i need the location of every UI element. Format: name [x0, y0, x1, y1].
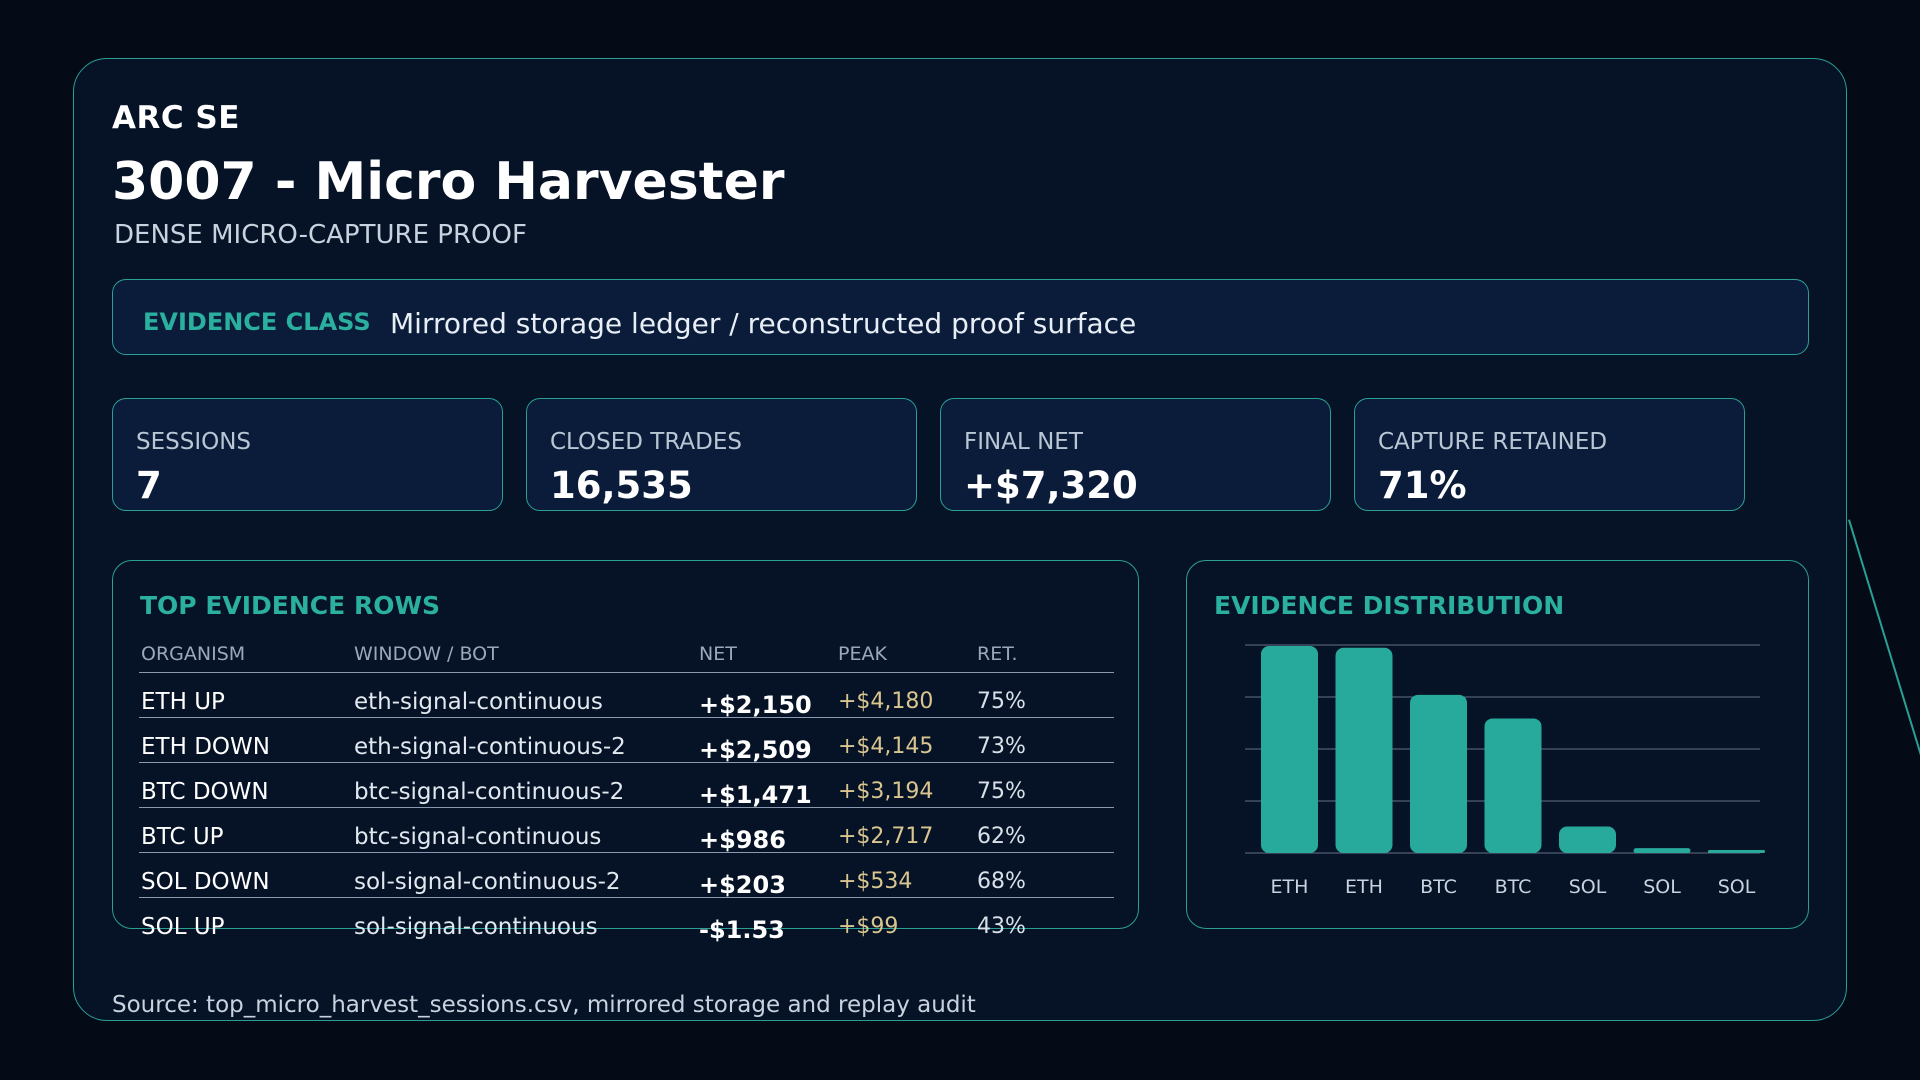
chart-title: EVIDENCE DISTRIBUTION [1214, 591, 1565, 620]
cell-peak: +$2,717 [838, 824, 934, 849]
chart-category-label: SOL [1643, 876, 1681, 898]
chart-bar [1484, 718, 1542, 853]
stat-value: 71% [1378, 464, 1467, 507]
stat-value: 7 [136, 464, 162, 507]
column-header-peak: PEAK [838, 643, 887, 665]
evidence-table: ORGANISM WINDOW / BOT NET PEAK RET. ETH … [139, 641, 1114, 944]
cell-ret: 73% [977, 734, 1026, 759]
cell-window: sol-signal-continuous-2 [354, 869, 621, 895]
cell-window: eth-signal-continuous-2 [354, 734, 626, 760]
stat-value: 16,535 [550, 464, 693, 507]
cell-peak: +$99 [838, 914, 899, 939]
cell-net: +$1,471 [699, 781, 812, 809]
cell-window: btc-signal-continuous [354, 824, 602, 850]
cell-peak: +$4,180 [838, 689, 934, 714]
source-footnote: Source: top_micro_harvest_sessions.csv, … [112, 992, 976, 1018]
column-header-ret: RET. [977, 643, 1018, 665]
chart-category-label: ETH [1345, 876, 1383, 898]
chart-bar [1633, 848, 1691, 853]
evidence-distribution-panel: EVIDENCE DISTRIBUTION ETH ETH BTC BTC SOL SOL… [1186, 560, 1809, 929]
cell-peak: +$3,194 [838, 779, 934, 804]
table-row: ETH DOWN eth-signal-continuous-2 +$2,509… [139, 718, 1114, 764]
evidence-class-bar: EVIDENCE CLASS Mirrored storage ledger /… [112, 279, 1809, 355]
stat-card-final-net: FINAL NET +$7,320 [940, 398, 1331, 511]
cell-organism: SOL UP [141, 914, 225, 940]
chart-category-label: ETH [1271, 876, 1309, 898]
stat-card-sessions: SESSIONS 7 [112, 398, 503, 511]
chart-category-label: SOL [1569, 876, 1607, 898]
cell-organism: ETH DOWN [141, 734, 270, 760]
cell-net: +$986 [699, 826, 786, 854]
chart-category-label: BTC [1420, 876, 1457, 898]
cell-net: -$1.53 [699, 916, 785, 944]
page-subtitle: DENSE MICRO-CAPTURE PROOF [114, 220, 527, 250]
table-row: BTC UP btc-signal-continuous +$986 +$2,7… [139, 808, 1114, 854]
stat-label: SESSIONS [136, 429, 252, 455]
column-header-organism: ORGANISM [141, 643, 246, 665]
table-header: ORGANISM WINDOW / BOT NET PEAK RET. [139, 641, 1114, 673]
column-header-window: WINDOW / BOT [354, 643, 499, 665]
cell-organism: SOL DOWN [141, 869, 270, 895]
table-row: ETH UP eth-signal-continuous +$2,150 +$4… [139, 673, 1114, 719]
stat-label: CLOSED TRADES [550, 429, 742, 455]
cell-window: sol-signal-continuous [354, 914, 598, 940]
cell-window: btc-signal-continuous-2 [354, 779, 625, 805]
stat-label: FINAL NET [964, 429, 1083, 455]
cell-ret: 75% [977, 689, 1026, 714]
cell-organism: BTC UP [141, 824, 224, 850]
cell-window: eth-signal-continuous [354, 689, 603, 715]
table-row: SOL DOWN sol-signal-continuous-2 +$203 +… [139, 853, 1114, 899]
distribution-chart: ETH ETH BTC BTC SOL SOL SOL [1245, 644, 1765, 898]
stat-label: CAPTURE RETAINED [1378, 429, 1608, 455]
table-row: BTC DOWN btc-signal-continuous-2 +$1,471… [139, 763, 1114, 809]
top-evidence-panel: TOP EVIDENCE ROWS ORGANISM WINDOW / BOT … [112, 560, 1139, 944]
chart-category-label: BTC [1495, 876, 1532, 898]
chart-bar [1410, 694, 1467, 853]
table-row: SOL UP sol-signal-continuous -$1.53 +$99… [139, 898, 1114, 944]
decorative-line [1848, 519, 1920, 807]
chart-category-label: SOL [1718, 876, 1756, 898]
chart-bar [1708, 850, 1765, 853]
brand-label: ARC SE [112, 100, 240, 136]
cell-peak: +$534 [838, 869, 913, 894]
column-header-net: NET [699, 643, 737, 665]
cell-ret: 68% [977, 869, 1026, 894]
cell-net: +$2,509 [699, 736, 812, 764]
cell-organism: BTC DOWN [141, 779, 269, 805]
evidence-class-label: EVIDENCE CLASS [143, 308, 371, 336]
stat-value: +$7,320 [964, 464, 1138, 507]
page-title: 3007 - Micro Harvester [112, 152, 785, 212]
stat-card-capture-retained: CAPTURE RETAINED 71% [1354, 398, 1745, 511]
chart-bar [1261, 645, 1318, 853]
cell-organism: ETH UP [141, 689, 225, 715]
stat-card-closed-trades: CLOSED TRADES 16,535 [526, 398, 917, 511]
cell-peak: +$4,145 [838, 734, 934, 759]
panel-title: TOP EVIDENCE ROWS [140, 591, 441, 620]
chart-bar [1335, 647, 1393, 853]
cell-ret: 75% [977, 779, 1026, 804]
evidence-class-value: Mirrored storage ledger / reconstructed … [390, 307, 1137, 340]
cell-ret: 43% [977, 914, 1026, 939]
cell-net: +$2,150 [699, 691, 812, 719]
cell-ret: 62% [977, 824, 1026, 849]
chart-bar [1559, 826, 1616, 853]
cell-net: +$203 [699, 871, 786, 899]
